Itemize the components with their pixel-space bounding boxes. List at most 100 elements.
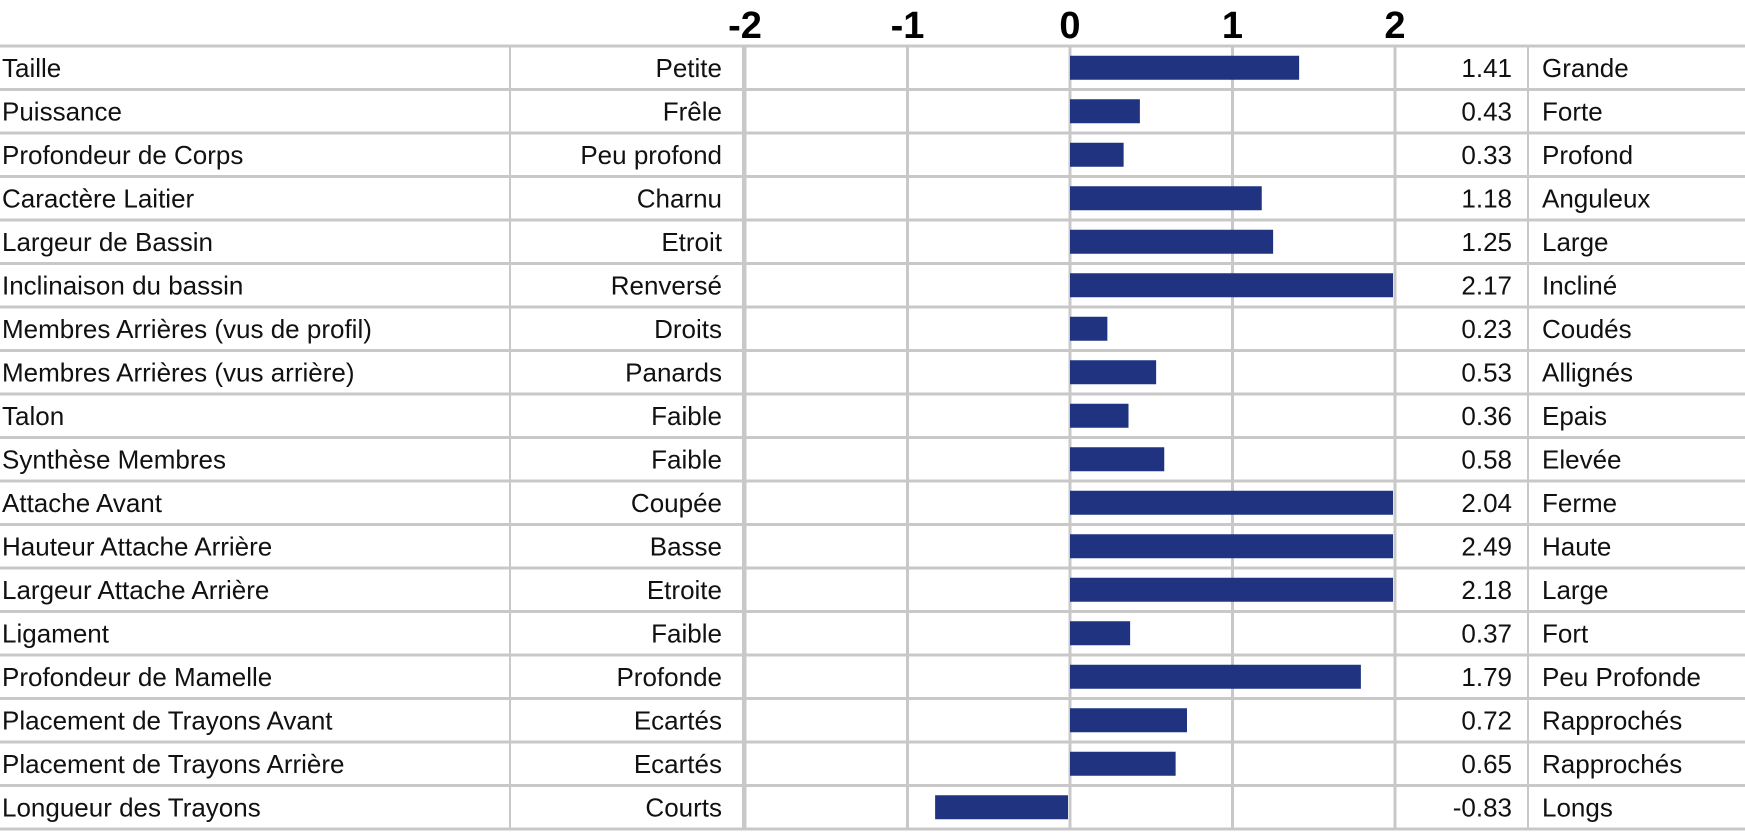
low-pole-label: Renversé — [611, 270, 722, 300]
trait-label: Profondeur de Mamelle — [2, 662, 272, 692]
low-pole-label: Profonde — [616, 662, 722, 692]
value-label: 2.18 — [1461, 575, 1512, 605]
trait-label: Synthèse Membres — [2, 444, 226, 474]
high-pole-label: Peu Profonde — [1542, 662, 1701, 692]
high-pole-label: Ferme — [1542, 488, 1617, 518]
value-label: 2.04 — [1461, 488, 1512, 518]
high-pole-label: Longs — [1542, 792, 1613, 822]
trait-label: Inclinaison du bassin — [2, 270, 243, 300]
low-pole-label: Etroite — [647, 575, 722, 605]
trait-label: Ligament — [2, 618, 110, 648]
bar — [1070, 360, 1157, 385]
value-label: 0.37 — [1461, 618, 1512, 648]
bar — [1070, 273, 1393, 298]
trait-label: Largeur de Bassin — [2, 227, 213, 257]
low-pole-label: Ecartés — [634, 749, 722, 779]
bar — [1070, 664, 1361, 689]
low-pole-label: Peu profond — [580, 140, 722, 170]
value-label: 1.79 — [1461, 662, 1512, 692]
column-grid-lines — [509, 46, 1529, 829]
value-label: 1.41 — [1461, 53, 1512, 83]
table-rows: Taille Petite 1.41 Grande Puissance Frêle 0.43… — [2, 53, 1701, 823]
trait-label: Attache Avant — [2, 488, 163, 518]
bar — [1070, 490, 1393, 515]
trait-label: Placement de Trayons Arrière — [2, 749, 345, 779]
high-pole-label: Epais — [1542, 401, 1607, 431]
value-label: 2.17 — [1461, 270, 1512, 300]
high-pole-label: Grande — [1542, 53, 1629, 83]
low-pole-label: Frêle — [663, 96, 722, 126]
value-label: 1.25 — [1461, 227, 1512, 257]
bar — [1070, 708, 1187, 733]
value-label: 0.23 — [1461, 314, 1512, 344]
tick-label: 2 — [1384, 5, 1405, 47]
bar-series — [935, 55, 1393, 820]
value-label: 0.43 — [1461, 96, 1512, 126]
tick-label: -1 — [891, 5, 925, 47]
low-pole-label: Panards — [625, 357, 722, 387]
bar — [1070, 55, 1300, 80]
bar — [1070, 99, 1140, 124]
trait-label: Puissance — [2, 96, 122, 126]
value-label: 0.33 — [1461, 140, 1512, 170]
bar — [1070, 447, 1165, 472]
high-pole-label: Incliné — [1542, 270, 1617, 300]
high-pole-label: Coudés — [1542, 314, 1632, 344]
trait-label: Taille — [2, 53, 61, 83]
high-pole-label: Forte — [1542, 96, 1603, 126]
bar — [1070, 403, 1129, 428]
high-pole-label: Fort — [1542, 618, 1589, 648]
low-pole-label: Faible — [651, 618, 722, 648]
bar — [1070, 229, 1274, 254]
bar — [1070, 751, 1176, 776]
value-label: 0.72 — [1461, 705, 1512, 735]
trait-label: Caractère Laitier — [2, 183, 195, 213]
low-pole-label: Faible — [651, 444, 722, 474]
value-label: 0.53 — [1461, 357, 1512, 387]
high-pole-label: Haute — [1542, 531, 1611, 561]
high-pole-label: Large — [1542, 575, 1609, 605]
value-label: -0.83 — [1453, 792, 1512, 822]
high-pole-label: Allignés — [1542, 357, 1633, 387]
trait-label: Largeur Attache Arrière — [2, 575, 269, 605]
value-label: 2.49 — [1461, 531, 1512, 561]
low-pole-label: Coupée — [631, 488, 722, 518]
bar — [1070, 316, 1108, 341]
tick-label: 1 — [1222, 5, 1243, 47]
low-pole-label: Ecartés — [634, 705, 722, 735]
bar — [935, 795, 1068, 820]
high-pole-label: Rapprochés — [1542, 749, 1682, 779]
low-pole-label: Charnu — [637, 183, 722, 213]
bar — [1070, 534, 1393, 559]
tick-label: 0 — [1059, 5, 1080, 47]
high-pole-label: Elevée — [1542, 444, 1622, 474]
bar — [1070, 577, 1393, 602]
low-pole-label: Etroit — [661, 227, 722, 257]
trait-label: Hauteur Attache Arrière — [2, 531, 272, 561]
high-pole-label: Profond — [1542, 140, 1633, 170]
trait-label: Placement de Trayons Avant — [2, 705, 333, 735]
tick-label: -2 — [728, 5, 762, 47]
value-label: 0.65 — [1461, 749, 1512, 779]
trait-label: Membres Arrières (vus de profil) — [2, 314, 372, 344]
high-pole-label: Rapprochés — [1542, 705, 1682, 735]
low-pole-label: Petite — [656, 53, 723, 83]
value-label: 0.58 — [1461, 444, 1512, 474]
trait-label: Profondeur de Corps — [2, 140, 243, 170]
low-pole-label: Basse — [650, 531, 722, 561]
x-axis-tick-labels: -2 -1 0 1 2 — [728, 5, 1405, 47]
trait-label: Longueur des Trayons — [2, 792, 261, 822]
low-pole-label: Droits — [654, 314, 722, 344]
row-grid-lines — [0, 44, 1745, 831]
bar — [1070, 621, 1131, 646]
high-pole-label: Large — [1542, 227, 1609, 257]
high-pole-label: Anguleux — [1542, 183, 1650, 213]
low-pole-label: Faible — [651, 401, 722, 431]
trait-label: Membres Arrières (vus arrière) — [2, 357, 355, 387]
trait-label: Talon — [2, 401, 64, 431]
bar — [1070, 186, 1262, 211]
bar — [1070, 142, 1124, 167]
value-label: 1.18 — [1461, 183, 1512, 213]
low-pole-label: Courts — [645, 792, 722, 822]
